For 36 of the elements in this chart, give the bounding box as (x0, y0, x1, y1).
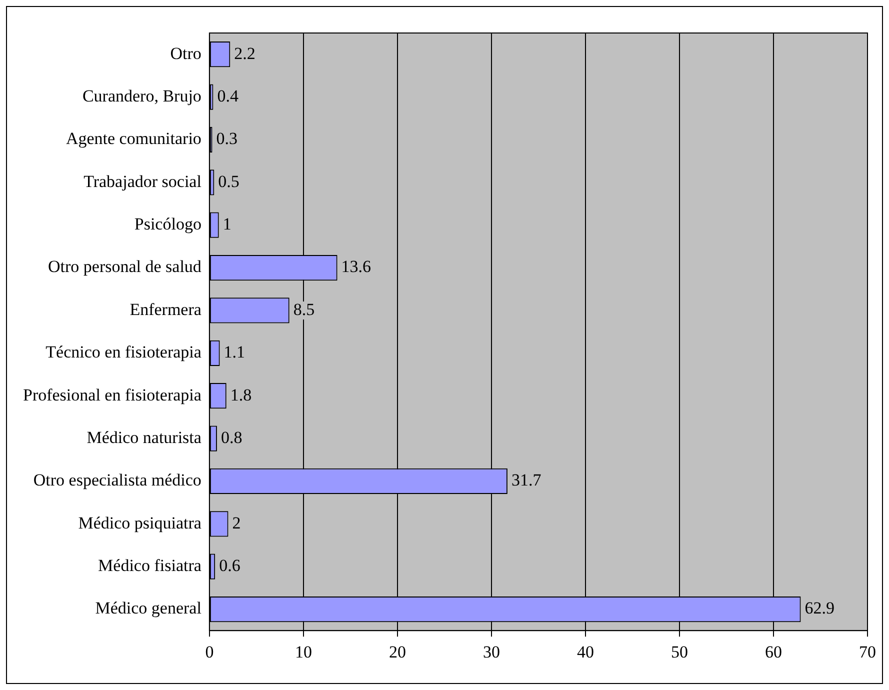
y-tick-label: Técnico en fisioterapia (46, 342, 202, 362)
x-tick-label: 40 (576, 642, 594, 662)
data-label: 0.6 (219, 556, 240, 576)
y-tick-label: Trabajador social (84, 172, 202, 191)
data-label: 2.2 (234, 44, 256, 63)
x-tick-label: 10 (294, 642, 312, 662)
data-label: 0.8 (220, 428, 242, 447)
data-label: 62.9 (804, 598, 835, 618)
data-label: 0.3 (216, 129, 238, 148)
y-tick-label: Otro especialista médico (33, 470, 202, 490)
data-label: 13.6 (341, 257, 372, 276)
data-label: 1.8 (230, 385, 252, 404)
data-label: 1 (222, 214, 232, 234)
data-label: 8.5 (293, 300, 315, 319)
data-label: 1.1 (224, 342, 246, 362)
y-tick-label: Psicólogo (134, 214, 202, 234)
y-tick-label: Otro personal de salud (48, 257, 202, 276)
x-tick-label: 70 (859, 642, 876, 662)
y-tick-label: Médico psiquiatra (78, 513, 202, 532)
y-tick-label: Médico fisiatra (98, 556, 202, 576)
data-label: 0.5 (218, 172, 240, 191)
y-tick-label: Profesional en fisioterapia (22, 385, 202, 404)
y-tick-label: Agente comunitario (66, 129, 202, 148)
x-tick-label: 60 (764, 642, 782, 662)
y-tick-label: Enfermera (130, 300, 202, 319)
x-tick-label: 0 (205, 642, 214, 662)
data-label: 31.7 (511, 470, 542, 490)
x-tick-label: 20 (388, 642, 406, 662)
data-label: 0.4 (217, 86, 239, 106)
x-tick-label: 30 (482, 642, 500, 662)
data-label: 2 (232, 513, 241, 532)
y-tick-label: Médico naturista (86, 428, 202, 447)
y-tick-label: Médico general (95, 598, 202, 618)
y-tick-label: Otro (170, 44, 202, 63)
x-tick-label: 50 (670, 642, 688, 662)
y-tick-label: Curandero, Brujo (82, 86, 202, 106)
